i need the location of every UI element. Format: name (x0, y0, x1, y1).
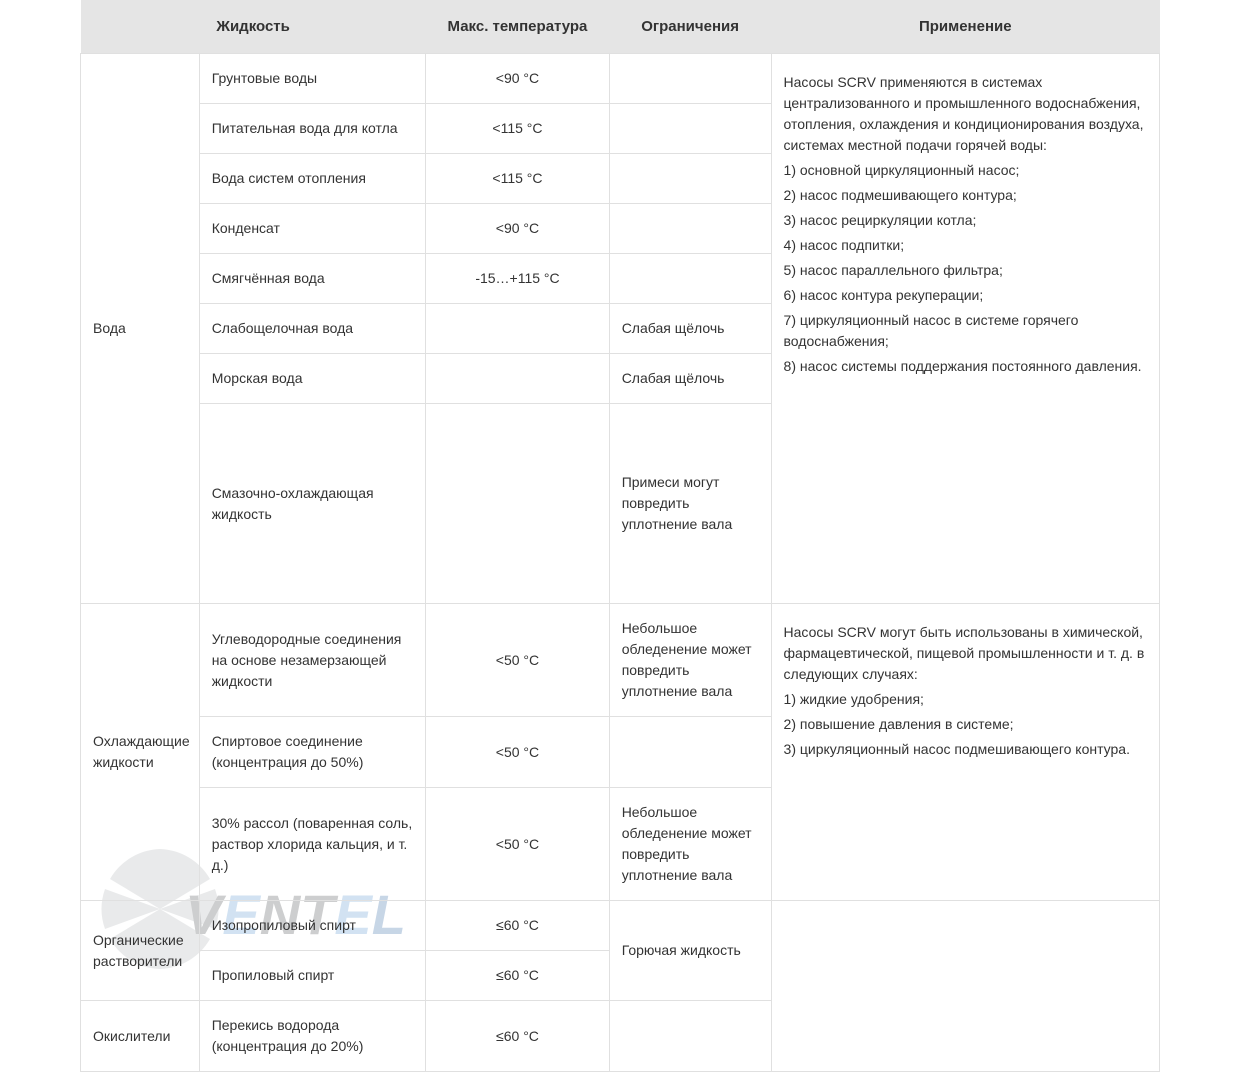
temp-cell (426, 354, 609, 404)
limit-cell (609, 54, 771, 104)
liquid-cell: Пропиловый спирт (199, 951, 426, 1001)
liquid-cell: Смазочно-охлаждающая жидкость (199, 404, 426, 604)
limit-cell: Небольшое обледенение может повредить уп… (609, 604, 771, 717)
temp-cell: <115 °C (426, 104, 609, 154)
limit-cell (609, 1001, 771, 1072)
limit-cell: Горючая жидкость (609, 901, 771, 1001)
limit-cell (609, 204, 771, 254)
temp-cell: <90 °C (426, 54, 609, 104)
liquid-cell: Смягчённая вода (199, 254, 426, 304)
table-row: Органические растворителиИзопропиловый с… (81, 901, 1160, 951)
liquid-cell: Слабощелочная вода (199, 304, 426, 354)
liquid-cell: Спиртовое соединение (концентрация до 50… (199, 717, 426, 788)
limit-cell (609, 717, 771, 788)
limit-cell (609, 154, 771, 204)
application-cell: Насосы SCRV могут быть использованы в хи… (771, 604, 1159, 901)
liquid-cell: Конденсат (199, 204, 426, 254)
temp-cell: ≤60 °C (426, 901, 609, 951)
liquid-cell: Питательная вода для котла (199, 104, 426, 154)
table-header-row: Жидкость Макс. температура Ограничения П… (81, 0, 1160, 54)
liquids-table: Жидкость Макс. температура Ограничения П… (80, 0, 1160, 1072)
category-cell: Вода (81, 54, 200, 604)
table-row: Охлаждающие жидкостиУглеводородные соеди… (81, 604, 1160, 717)
header-liquid: Жидкость (81, 0, 426, 54)
application-cell: Насосы SCRV применяются в системах центр… (771, 54, 1159, 604)
liquid-cell: 30% рассол (поваренная соль, раствор хло… (199, 788, 426, 901)
limit-cell (609, 254, 771, 304)
temp-cell: <50 °C (426, 717, 609, 788)
limit-cell: Небольшое обледенение может повредить уп… (609, 788, 771, 901)
temp-cell: -15…+115 °C (426, 254, 609, 304)
liquid-cell: Перекись водорода (концентрация до 20%) (199, 1001, 426, 1072)
temp-cell (426, 304, 609, 354)
temp-cell: ≤60 °C (426, 1001, 609, 1072)
liquid-cell: Морская вода (199, 354, 426, 404)
temp-cell: ≤60 °C (426, 951, 609, 1001)
liquid-cell: Грунтовые воды (199, 54, 426, 104)
temp-cell: <90 °C (426, 204, 609, 254)
limit-cell (609, 104, 771, 154)
liquid-cell: Изопропиловый спирт (199, 901, 426, 951)
application-cell (771, 901, 1159, 1072)
category-cell: Охлаждающие жидкости (81, 604, 200, 901)
temp-cell (426, 404, 609, 604)
header-limits: Ограничения (609, 0, 771, 54)
liquid-cell: Вода систем отопления (199, 154, 426, 204)
liquid-cell: Углеводородные соединения на основе неза… (199, 604, 426, 717)
temp-cell: <115 °C (426, 154, 609, 204)
header-maxtemp: Макс. температура (426, 0, 609, 54)
temp-cell: <50 °C (426, 788, 609, 901)
category-cell: Окислители (81, 1001, 200, 1072)
limit-cell: Слабая щёлочь (609, 304, 771, 354)
table-row: ВодаГрунтовые воды<90 °CНасосы SCRV прим… (81, 54, 1160, 104)
limit-cell: Слабая щёлочь (609, 354, 771, 404)
header-application: Применение (771, 0, 1159, 54)
limit-cell: Примеси могут повредить уплотнение вала (609, 404, 771, 604)
temp-cell: <50 °C (426, 604, 609, 717)
category-cell: Органические растворители (81, 901, 200, 1001)
